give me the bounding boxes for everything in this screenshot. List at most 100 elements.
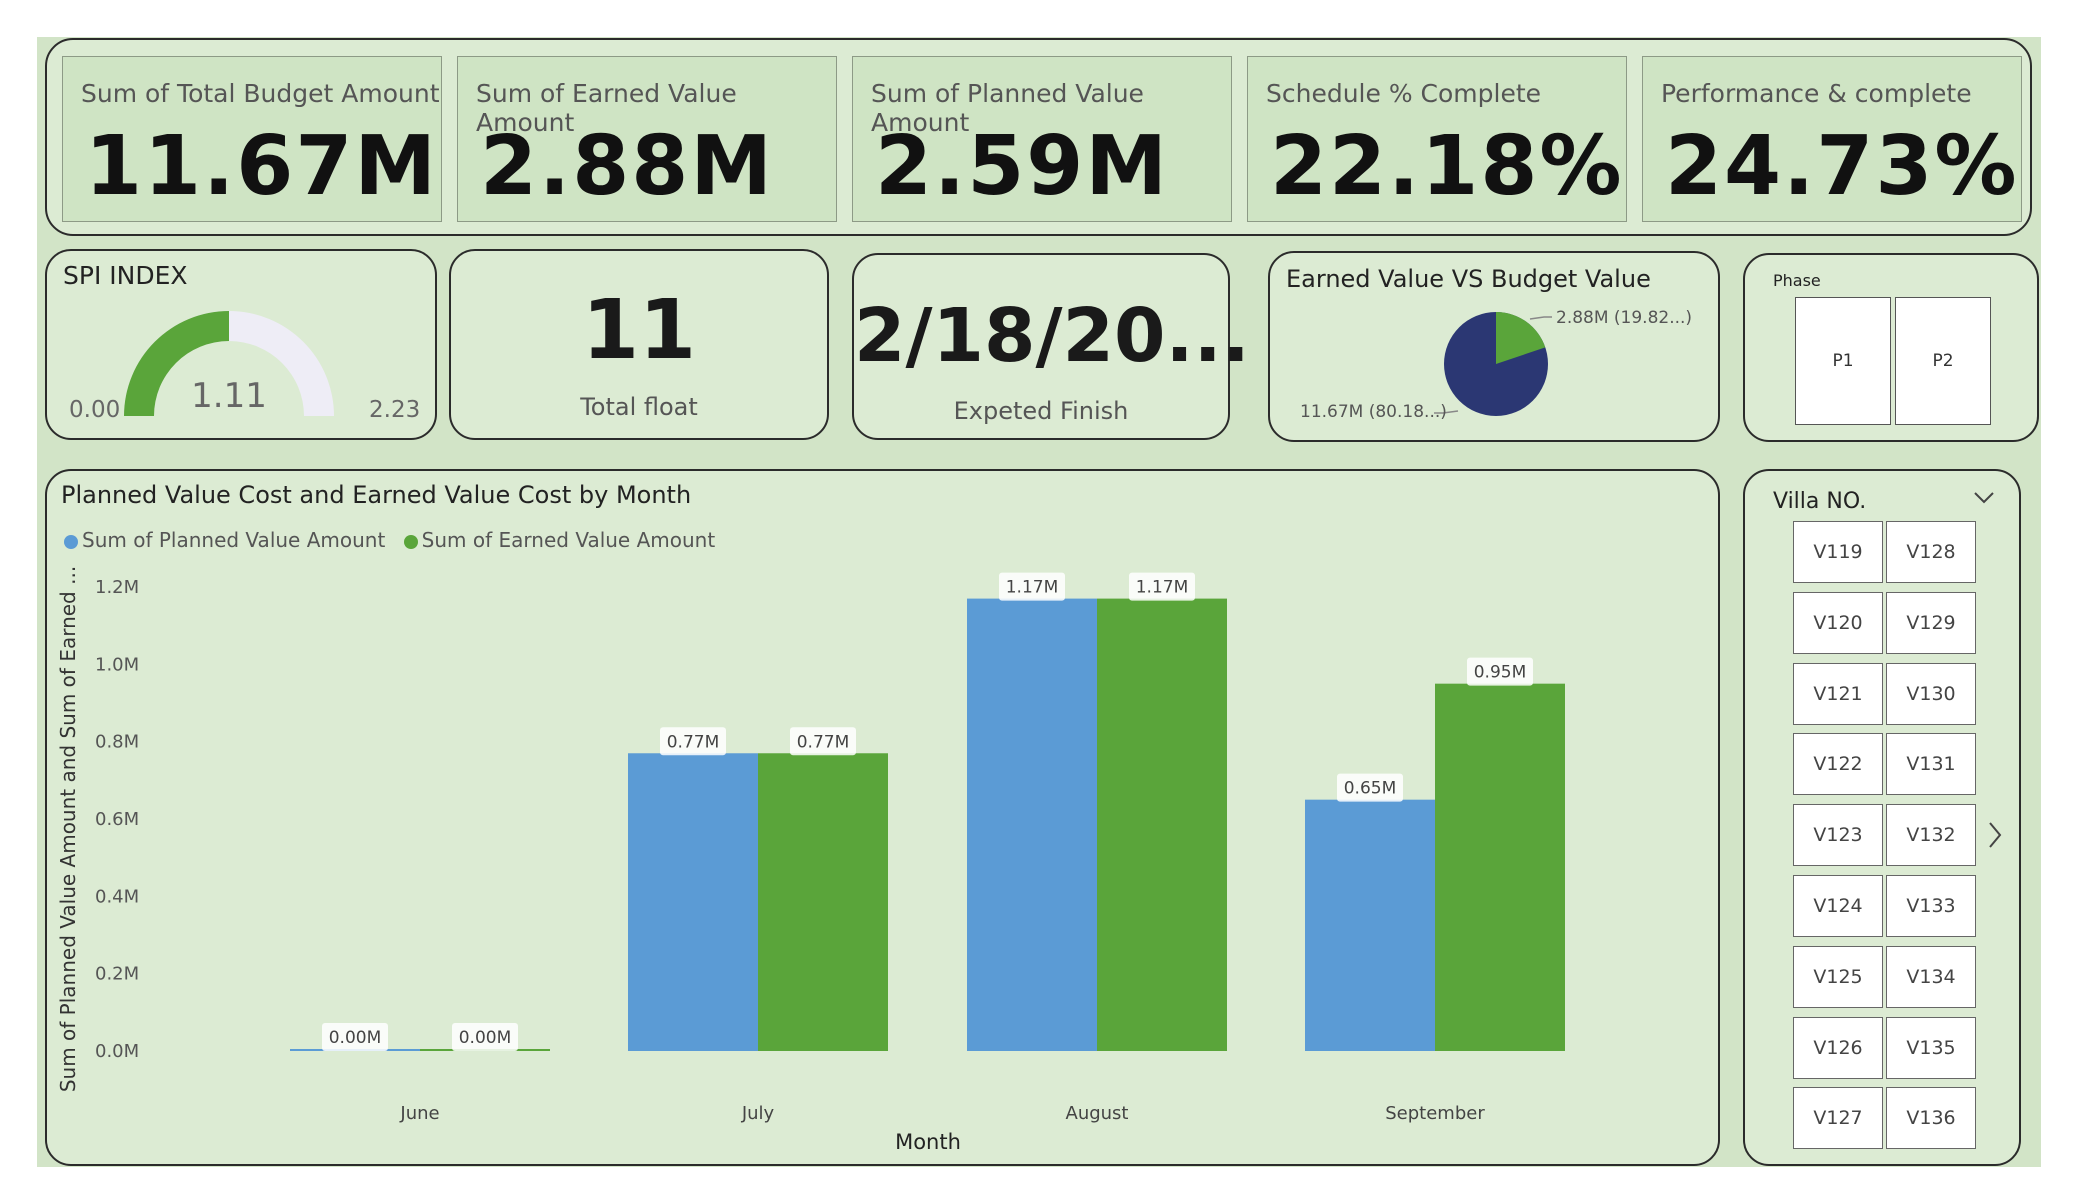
legend-item-planned[interactable]: Sum of Planned Value Amount [64, 528, 385, 552]
data-label-box [999, 572, 1065, 601]
villa-option[interactable]: V125 [1793, 945, 1883, 1008]
villa-option[interactable]: V132 [1886, 804, 1976, 867]
villa-option[interactable]: V122 [1793, 733, 1883, 796]
phase-title: Phase [1773, 271, 1821, 290]
leader-line-earned [1529, 316, 1552, 320]
x-tick-label: July [741, 1103, 775, 1124]
legend-item-earned[interactable]: Sum of Earned Value Amount [403, 528, 716, 552]
bar-earned [1097, 598, 1227, 1051]
spi-title: SPI INDEX [63, 261, 188, 290]
villa-option[interactable]: V129 [1886, 591, 1976, 654]
bar-planned [967, 598, 1097, 1051]
gauge-fill [124, 311, 229, 416]
y-tick-label: 0.0M [95, 1041, 139, 1062]
chevron-right-icon[interactable] [1987, 821, 2003, 849]
villa-slicer-card: Villa NO. V119 V128 V120 V129 V121 V130 V122 V1… [1743, 469, 2021, 1166]
kpi-label: Schedule % Complete [1266, 79, 1542, 108]
legend-label-earned: Sum of Earned Value Amount [421, 528, 716, 552]
kpi-earned-value[interactable]: Sum of Earned Value Amount 2.88M [457, 56, 837, 222]
total-float-label: Total float [580, 393, 698, 421]
bar-chart-plot: 0.0M 0.2M 0.4M 0.6M 0.8M 1.0M 1.2M Sum of Plann… [56, 566, 1565, 1154]
villa-option[interactable]: V136 [1886, 1087, 1976, 1150]
villa-option[interactable]: V131 [1886, 733, 1976, 796]
villa-option[interactable]: V130 [1886, 662, 1976, 725]
expected-finish-value: 2/18/20... [854, 293, 1250, 379]
kpi-value: 24.73% [1665, 119, 2019, 214]
bar-earned [758, 753, 888, 1051]
gauge-value: 1.11 [191, 376, 267, 416]
kpi-value: 11.67M [85, 119, 438, 214]
kpi-performance-complete[interactable]: Performance & complete 24.73% [1642, 56, 2022, 222]
villa-option[interactable]: V121 [1793, 662, 1883, 725]
spi-gauge: 0.00 1.11 2.23 [69, 311, 420, 423]
y-axis-title: Sum of Planned Value Amount and Sum of E… [56, 566, 80, 1092]
villa-option[interactable]: V128 [1886, 521, 1976, 583]
spi-gauge-card[interactable]: SPI INDEX 0.00 1.11 2.23 [45, 249, 437, 440]
data-label: 0.95M [1474, 663, 1527, 683]
kpi-value: 22.18% [1270, 119, 1624, 214]
data-label-box [452, 1023, 518, 1051]
villa-option[interactable]: V123 [1793, 804, 1883, 867]
phase-option-p1[interactable]: P1 [1795, 297, 1891, 425]
data-label: 0.77M [797, 732, 850, 752]
kpi-value: 2.59M [875, 119, 1169, 214]
y-tick-label: 0.4M [95, 886, 139, 907]
expected-finish-card[interactable]: 2/18/20... Expeted Finish [852, 253, 1250, 440]
kpi-schedule-complete[interactable]: Schedule % Complete 22.18% [1247, 56, 1627, 222]
x-tick-label: August [1066, 1103, 1129, 1124]
villa-option[interactable]: V120 [1793, 591, 1883, 654]
data-label: 1.17M [1006, 578, 1059, 598]
data-label: 0.77M [667, 732, 720, 752]
x-axis-title: Month [895, 1130, 961, 1154]
kpi-label: Sum of Earned Value Amount [476, 79, 737, 137]
data-label: 0.00M [329, 1028, 382, 1048]
y-tick-label: 0.8M [95, 732, 139, 753]
earned-vs-budget-card[interactable]: Earned Value VS Budget Value 2.88M (19.8… [1268, 251, 1720, 442]
y-tick-label: 1.2M [95, 577, 139, 598]
kpi-label: Sum of Total Budget Amount [81, 79, 440, 108]
total-float-card[interactable]: 11 Total float [449, 249, 829, 440]
bar-chart-title: Planned Value Cost and Earned Value Cost… [61, 481, 692, 509]
legend-dot-earned [403, 534, 418, 549]
kpi-label: Performance & complete [1661, 79, 1972, 108]
villa-option[interactable]: V133 [1886, 875, 1976, 937]
kpi-planned-value[interactable]: Sum of Planned Value Amount 2.59M [852, 56, 1232, 222]
phase-slicer-card: Phase P1 P2 [1743, 253, 2039, 442]
leader-line-budget [1434, 410, 1459, 414]
data-label-box [1337, 773, 1403, 802]
chart-legend: Sum of Planned Value Amount Sum of Earne… [64, 528, 727, 552]
y-tick-label: 0.2M [95, 964, 139, 985]
pie-chart: 2.88M (19.82...) 11.67M (80.18...) [1300, 308, 1692, 422]
data-label: 0.65M [1344, 779, 1397, 799]
data-label: 1.17M [1136, 578, 1189, 598]
villa-option[interactable]: V124 [1793, 875, 1883, 937]
data-label-box [1467, 657, 1533, 686]
kpi-total-budget[interactable]: Sum of Total Budget Amount 11.67M [62, 56, 442, 222]
gauge-max: 2.23 [369, 397, 420, 423]
x-tick-label: June [399, 1103, 439, 1124]
data-label-box [790, 727, 856, 756]
kpi-label: Sum of Planned Value Amount [871, 79, 1144, 137]
y-tick-label: 0.6M [95, 809, 139, 830]
y-tick-label: 1.0M [95, 654, 139, 675]
pie-slice-earned [1496, 312, 1546, 364]
chevron-down-icon[interactable] [1973, 491, 1995, 505]
villa-option[interactable]: V119 [1793, 521, 1883, 583]
total-float-value: 11 [581, 283, 697, 378]
data-label-box [1129, 572, 1195, 601]
phase-option-p2[interactable]: P2 [1895, 297, 1991, 425]
villa-option[interactable]: V134 [1886, 945, 1976, 1008]
legend-label-planned: Sum of Planned Value Amount [82, 528, 386, 552]
bar-earned [1435, 683, 1565, 1051]
bar-planned [628, 753, 758, 1051]
expected-finish-label: Expeted Finish [953, 397, 1129, 425]
pie-label-budget: 11.67M (80.18...) [1300, 402, 1447, 422]
bar-planned [1305, 799, 1435, 1051]
villa-option[interactable]: V127 [1793, 1087, 1883, 1150]
villa-option[interactable]: V135 [1886, 1016, 1976, 1079]
pie-title: Earned Value VS Budget Value [1286, 265, 1651, 293]
data-label: 0.00M [459, 1028, 512, 1048]
villa-option[interactable]: V126 [1793, 1016, 1883, 1079]
data-label-box [322, 1023, 388, 1051]
pie-label-earned: 2.88M (19.82...) [1556, 308, 1692, 328]
